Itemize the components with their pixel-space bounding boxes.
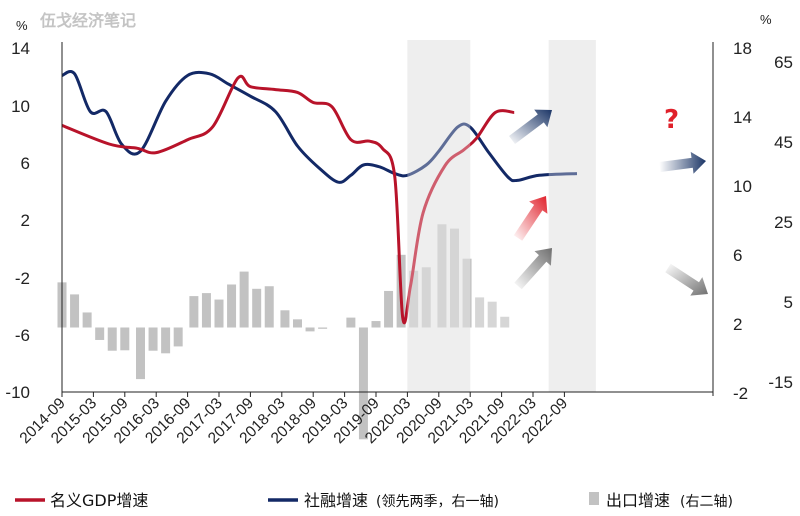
export-bar-29 xyxy=(437,224,447,328)
export-bar-8 xyxy=(161,327,171,354)
export-bar-33 xyxy=(487,301,497,328)
export-bar-32 xyxy=(475,297,485,328)
export-bar-9 xyxy=(173,327,183,347)
shade-overlay-0 xyxy=(407,40,471,392)
export-bar-14 xyxy=(239,271,249,328)
export-bar-31 xyxy=(462,258,472,328)
export-bar-1 xyxy=(70,294,80,328)
shaded-period-0 xyxy=(407,40,471,392)
right2-tick-label: 5 xyxy=(784,293,793,312)
export-bar-3 xyxy=(95,327,105,340)
left-tick-label: -10 xyxy=(5,383,30,402)
export-bar-13 xyxy=(227,284,237,328)
export-bar-7 xyxy=(148,327,158,351)
right2-tick-label: 25 xyxy=(774,213,793,232)
legend-label-exports: 出口增速 xyxy=(606,491,670,510)
export-bar-34 xyxy=(500,316,510,328)
left-tick-label: 2 xyxy=(21,211,30,230)
arrow-gdp-up xyxy=(513,196,548,241)
right2-axis-unit: % xyxy=(760,12,772,27)
legend-label-tsf-note: (领先两季，右一轴) xyxy=(376,494,499,510)
legend-label-tsf: 社融增速 xyxy=(304,491,368,510)
export-bar-28 xyxy=(421,267,431,328)
export-bar-30 xyxy=(450,228,459,328)
tsf-growth-line xyxy=(61,69,578,184)
right1-tick-label: 10 xyxy=(733,177,752,196)
legend-swatch-exports xyxy=(589,492,599,505)
export-bar-17 xyxy=(280,310,290,328)
right2-tick-label: -15 xyxy=(768,373,793,392)
left-tick-label: 14 xyxy=(11,39,30,58)
arrow-exports-up xyxy=(514,248,552,290)
legend-label-exports-note: (右二轴) xyxy=(680,494,733,510)
export-bars xyxy=(57,224,510,440)
export-bar-22 xyxy=(346,317,356,328)
shaded-period-1 xyxy=(548,40,596,392)
export-bar-23 xyxy=(358,327,368,440)
trend-arrows xyxy=(509,109,708,296)
legend: 名义GDP增速 社融增速 (领先两季，右一轴) 出口增速 (右二轴) xyxy=(15,491,733,510)
export-bar-5 xyxy=(120,327,130,351)
export-bar-10 xyxy=(189,296,199,328)
shaded-periods xyxy=(407,40,596,392)
right1-tick-label: 2 xyxy=(733,315,742,334)
left-axis-unit: % xyxy=(16,18,28,33)
export-bar-4 xyxy=(107,327,117,351)
export-bar-19 xyxy=(305,327,315,332)
arrow-tsf-flat xyxy=(659,151,706,174)
export-bar-16 xyxy=(264,286,274,328)
export-bar-18 xyxy=(293,319,302,328)
legend-label-gdp: 名义GDP增速 xyxy=(50,491,148,510)
export-bar-15 xyxy=(252,288,262,328)
export-bar-2 xyxy=(82,312,92,328)
right1-tick-label: 18 xyxy=(733,39,752,58)
left-tick-label: 10 xyxy=(11,97,30,116)
left-tick-label: 6 xyxy=(21,154,30,173)
export-bar-11 xyxy=(201,293,211,328)
shade-overlay-1 xyxy=(548,40,596,392)
left-tick-label: -2 xyxy=(15,269,30,288)
series-lines xyxy=(61,40,596,392)
right1-tick-label: 14 xyxy=(733,108,752,127)
right2-tick-label: 45 xyxy=(774,133,793,152)
right1-tick-label: -2 xyxy=(733,384,748,403)
export-bar-25 xyxy=(384,290,394,328)
export-bar-12 xyxy=(214,299,224,328)
gdp-growth-line xyxy=(61,74,515,325)
right1-tick-label: 6 xyxy=(733,246,742,265)
left-tick-label: -6 xyxy=(15,326,30,345)
arrow-exports-down xyxy=(665,263,708,296)
right2-tick-label: 65 xyxy=(774,53,793,72)
export-bar-27 xyxy=(409,270,419,328)
export-bar-20 xyxy=(318,327,328,329)
question-mark-annotation: ? xyxy=(664,105,679,135)
arrow-tsf-up xyxy=(509,109,552,144)
export-bar-24 xyxy=(371,321,381,328)
export-bar-6 xyxy=(136,327,145,380)
watermark-text: 伍戈经济笔记 xyxy=(39,11,136,30)
